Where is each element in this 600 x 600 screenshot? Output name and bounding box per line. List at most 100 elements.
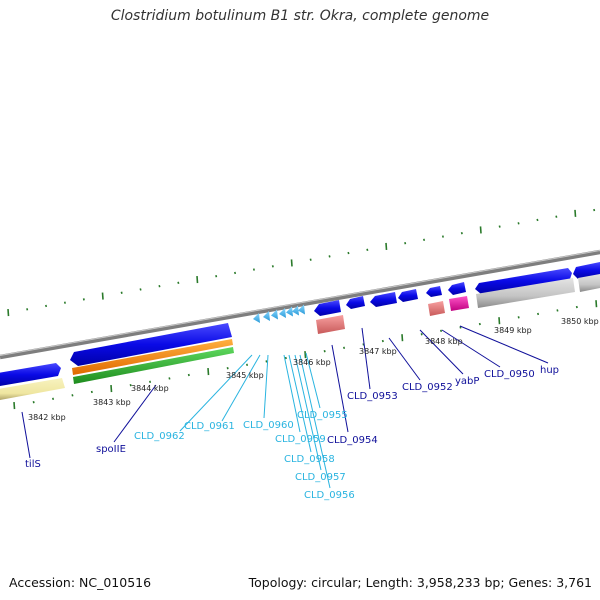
minor-tick xyxy=(575,305,578,309)
minor-tick xyxy=(556,309,559,312)
feature-gray-region-right xyxy=(578,274,600,292)
minor-tick xyxy=(593,208,596,212)
kbp-label: 3848 kbp xyxy=(425,337,463,346)
gene-arrow-CLD_0953[interactable] xyxy=(346,296,365,309)
small-gene-arrow xyxy=(263,311,270,321)
minor-tick xyxy=(459,326,462,329)
leader-line xyxy=(263,354,269,419)
minor-tick xyxy=(323,350,326,353)
major-tick xyxy=(101,292,104,300)
major-tick xyxy=(207,368,210,376)
label-leader-lines xyxy=(21,325,549,489)
major-tick xyxy=(479,226,482,234)
minor-tick xyxy=(440,329,443,333)
small-gene-arrow xyxy=(292,305,299,316)
kbp-label: 3844 kbp xyxy=(131,384,169,393)
gene-label: CLD_0958 xyxy=(284,454,335,465)
inner-tick-ring xyxy=(13,300,598,410)
gene-arrow-spoIIE[interactable] xyxy=(70,323,232,366)
kbp-label: 3849 kbp xyxy=(494,326,532,335)
minor-tick xyxy=(498,225,501,228)
minor-tick xyxy=(265,360,268,363)
minor-tick xyxy=(45,304,48,308)
kbp-label: 3842 kbp xyxy=(28,413,66,422)
minor-tick xyxy=(271,265,274,268)
gene-arrow-large-right[interactable] xyxy=(475,268,572,294)
major-tick xyxy=(290,259,293,267)
gene-label: CLD_0952 xyxy=(402,382,453,393)
major-tick xyxy=(498,317,501,325)
feature-orange-region xyxy=(72,339,233,375)
minor-tick xyxy=(226,367,229,370)
minor-tick xyxy=(82,298,85,301)
genome-backbone-highlight xyxy=(0,250,600,356)
minor-tick xyxy=(309,258,312,261)
major-tick xyxy=(401,334,404,342)
minor-tick xyxy=(187,373,190,377)
leader-line xyxy=(361,327,371,390)
major-tick xyxy=(385,242,388,251)
genome-title: Clostridium botulinum B1 str. Okra, comp… xyxy=(110,8,490,24)
minor-tick xyxy=(536,218,539,222)
gene-arrow-CLD_0954[interactable] xyxy=(314,300,341,316)
minor-tick xyxy=(381,339,384,343)
minor-tick xyxy=(423,238,426,242)
gene-label: CLD_0956 xyxy=(304,490,355,501)
small-gene-arrow xyxy=(271,309,278,320)
gene-label: CLD_0960 xyxy=(243,420,294,431)
feature-salmon-region xyxy=(316,315,345,334)
feature-gray-region xyxy=(476,278,575,308)
minor-tick xyxy=(537,312,540,316)
leader-line xyxy=(441,329,501,368)
kbp-label: 3850 kbp xyxy=(561,317,599,326)
minor-tick xyxy=(215,275,218,278)
small-gene-cluster xyxy=(253,304,305,323)
minor-tick xyxy=(517,316,520,319)
minor-tick xyxy=(139,288,142,291)
gene-label: CLD_0959 xyxy=(275,434,326,445)
leader-line xyxy=(288,354,312,453)
leader-line xyxy=(305,352,321,409)
gene-arrow-tilS[interactable] xyxy=(0,363,61,386)
kbp-label: 3845 kbp xyxy=(226,371,264,380)
gene-arrow-CLD_0950[interactable] xyxy=(426,286,442,297)
major-tick xyxy=(196,275,199,284)
minor-tick xyxy=(441,235,444,238)
major-tick xyxy=(7,309,10,317)
major-tick xyxy=(110,385,113,393)
gene-label: CLD_0961 xyxy=(184,421,235,432)
leader-line xyxy=(331,344,349,433)
minor-tick xyxy=(362,343,365,346)
kbp-label: 3846 kbp xyxy=(293,358,331,367)
feature-pink-region xyxy=(449,296,469,311)
gene-arrow-far-right[interactable] xyxy=(573,262,600,279)
major-tick xyxy=(13,401,16,410)
major-tick xyxy=(595,300,598,308)
gene-label: CLD_0953 xyxy=(347,391,398,402)
feature-green-region xyxy=(73,347,234,384)
leader-line xyxy=(113,384,157,443)
minor-tick xyxy=(517,222,520,225)
minor-tick xyxy=(234,271,237,275)
topology-label: Topology: circular; Length: 3,958,233 bp… xyxy=(248,575,592,590)
gene-arrow-CLD_0952[interactable] xyxy=(370,292,397,307)
gene-label: CLD_0957 xyxy=(295,472,346,483)
leader-line xyxy=(221,354,261,422)
gene-label: spoIIE xyxy=(96,444,126,455)
gene-arrow-hup[interactable] xyxy=(448,282,466,295)
gene-label: CLD_0962 xyxy=(134,431,185,442)
gene-label: CLD_0950 xyxy=(484,369,535,380)
minor-tick xyxy=(32,400,35,404)
minor-tick xyxy=(460,232,463,235)
minor-tick xyxy=(328,255,331,258)
gene-arrow-yabP[interactable] xyxy=(398,289,418,302)
minor-tick xyxy=(71,394,74,397)
accession-label: Accession: NC_010516 xyxy=(9,575,152,590)
gene-label: CLD_0955 xyxy=(297,410,348,421)
small-gene-arrow xyxy=(253,313,260,323)
gene-label: yabP xyxy=(455,376,479,387)
minor-tick xyxy=(129,383,132,387)
leader-line xyxy=(459,325,549,364)
